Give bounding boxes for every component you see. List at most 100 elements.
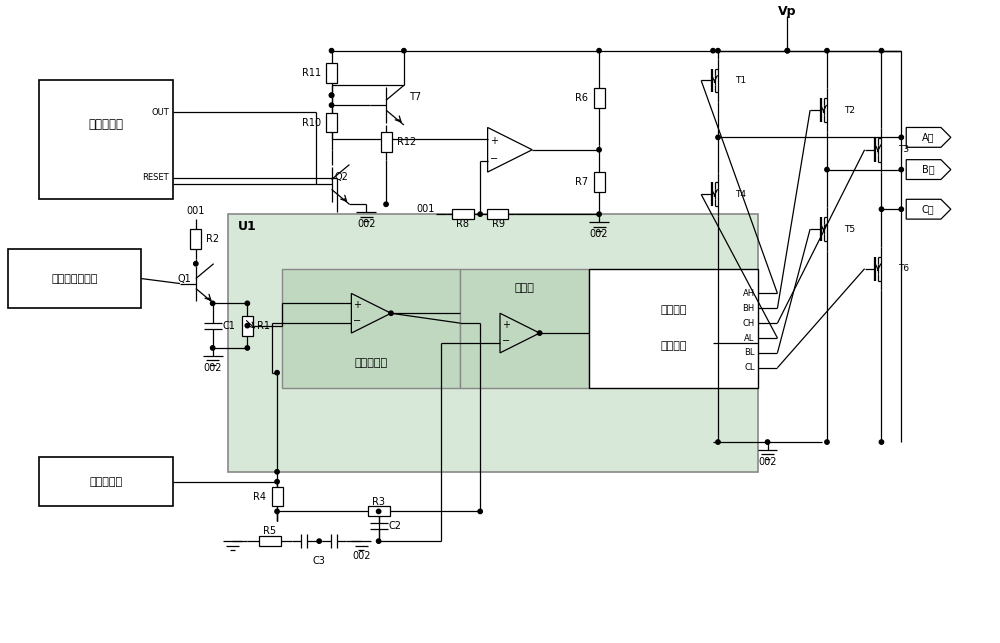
Circle shape xyxy=(537,331,542,335)
Text: R12: R12 xyxy=(397,138,416,147)
Text: Vp: Vp xyxy=(778,5,797,17)
Circle shape xyxy=(899,135,903,140)
Text: 001: 001 xyxy=(417,204,435,214)
Circle shape xyxy=(785,48,790,53)
Text: 比较器: 比较器 xyxy=(515,284,535,293)
Bar xyxy=(487,209,508,219)
Text: T5: T5 xyxy=(844,224,855,233)
Bar xyxy=(594,172,605,192)
Bar xyxy=(452,209,474,219)
Text: +: + xyxy=(353,300,361,311)
Circle shape xyxy=(825,440,829,444)
Text: R1: R1 xyxy=(257,321,270,331)
Text: T7: T7 xyxy=(409,92,421,102)
Text: RESET: RESET xyxy=(142,173,169,182)
Text: 覆极驱动: 覆极驱动 xyxy=(660,305,687,315)
Circle shape xyxy=(317,539,321,543)
Bar xyxy=(326,113,337,132)
Text: R2: R2 xyxy=(206,234,219,244)
Circle shape xyxy=(785,48,790,53)
Text: Q2: Q2 xyxy=(335,172,348,181)
Text: −: − xyxy=(353,316,361,326)
Text: R8: R8 xyxy=(456,219,469,229)
Bar xyxy=(39,457,173,507)
Text: 002: 002 xyxy=(758,457,777,467)
Bar xyxy=(594,88,605,107)
Text: R3: R3 xyxy=(372,496,385,507)
Circle shape xyxy=(376,539,381,543)
Text: −: − xyxy=(489,154,498,164)
Bar xyxy=(460,269,589,388)
Circle shape xyxy=(716,48,720,53)
Text: C2: C2 xyxy=(389,521,402,531)
Text: 误差放大器: 误差放大器 xyxy=(355,358,388,368)
Text: B相: B相 xyxy=(922,165,934,175)
Circle shape xyxy=(194,262,198,266)
Text: C1: C1 xyxy=(223,321,235,331)
Bar xyxy=(282,269,460,388)
Circle shape xyxy=(899,167,903,172)
Text: 002: 002 xyxy=(203,363,222,373)
Bar xyxy=(368,507,390,516)
Circle shape xyxy=(329,103,334,107)
Circle shape xyxy=(376,509,381,514)
Bar xyxy=(8,249,141,308)
Circle shape xyxy=(402,48,406,53)
Circle shape xyxy=(716,440,720,444)
Text: 软启动控制信号: 软启动控制信号 xyxy=(51,273,98,284)
Text: R5: R5 xyxy=(263,526,276,536)
Circle shape xyxy=(879,48,884,53)
Circle shape xyxy=(275,370,279,375)
Text: R11: R11 xyxy=(302,68,321,78)
Bar xyxy=(242,316,253,336)
Bar xyxy=(259,536,281,546)
Circle shape xyxy=(210,301,215,305)
Text: T3: T3 xyxy=(898,145,909,154)
Text: C相: C相 xyxy=(922,204,934,214)
Text: 001: 001 xyxy=(187,206,205,216)
Text: Q1: Q1 xyxy=(177,273,191,284)
Circle shape xyxy=(275,480,279,484)
Circle shape xyxy=(711,48,715,53)
Circle shape xyxy=(597,48,601,53)
Circle shape xyxy=(825,48,829,53)
Bar xyxy=(381,132,392,152)
Text: +: + xyxy=(490,136,498,146)
Circle shape xyxy=(716,135,720,140)
Circle shape xyxy=(825,167,829,172)
Text: R9: R9 xyxy=(492,219,505,229)
Circle shape xyxy=(384,202,388,206)
Circle shape xyxy=(478,212,482,216)
Text: CL: CL xyxy=(744,363,755,372)
Bar xyxy=(589,269,758,388)
Circle shape xyxy=(879,207,884,212)
Bar xyxy=(326,63,337,83)
Circle shape xyxy=(329,93,334,98)
Text: +: + xyxy=(502,320,510,330)
Text: BL: BL xyxy=(744,349,755,358)
Circle shape xyxy=(765,440,770,444)
Circle shape xyxy=(389,311,393,316)
Circle shape xyxy=(879,440,884,444)
Text: T6: T6 xyxy=(898,264,909,273)
Bar xyxy=(39,80,173,199)
Text: A相: A相 xyxy=(922,132,934,142)
Text: 002: 002 xyxy=(352,551,371,561)
Bar xyxy=(228,214,758,472)
Circle shape xyxy=(275,509,279,514)
Circle shape xyxy=(245,301,250,305)
Text: BH: BH xyxy=(742,303,755,312)
Circle shape xyxy=(245,323,250,328)
Text: 转速调宽波: 转速调宽波 xyxy=(90,476,123,487)
Bar xyxy=(272,487,283,507)
Circle shape xyxy=(210,346,215,350)
Circle shape xyxy=(478,509,482,514)
Circle shape xyxy=(899,207,903,212)
Text: 方波发生器: 方波发生器 xyxy=(89,118,124,131)
Text: OUT: OUT xyxy=(151,107,169,116)
Circle shape xyxy=(329,48,334,53)
Text: 002: 002 xyxy=(357,219,375,229)
Text: R6: R6 xyxy=(575,93,588,103)
Bar xyxy=(190,229,201,249)
Circle shape xyxy=(245,346,250,350)
